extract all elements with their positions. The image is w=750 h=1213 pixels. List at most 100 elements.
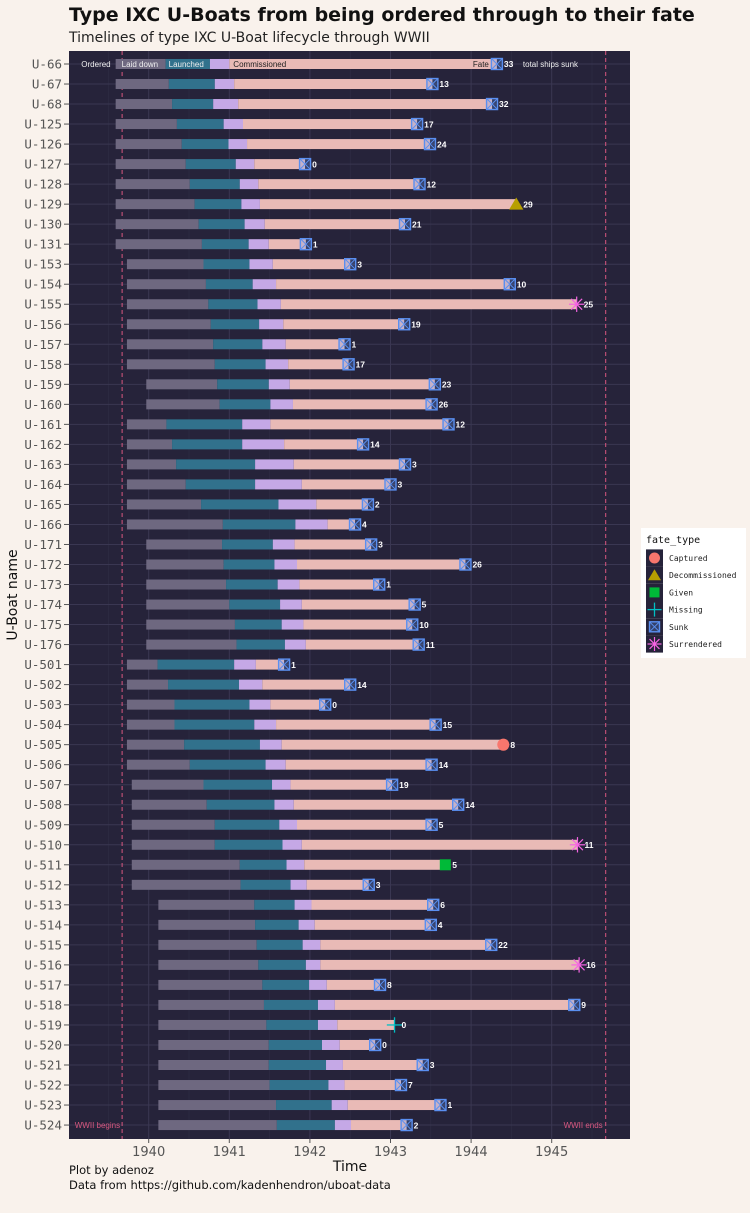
ships-sunk-label: 9: [581, 1000, 586, 1010]
boat-row: U-502 14: [24, 677, 367, 692]
commissioned-segment: [294, 539, 372, 550]
laid-down-segment: [269, 1080, 329, 1091]
sunk-cross-icon: [452, 798, 465, 811]
sunk-cross-icon: [278, 658, 290, 671]
sunk-cross-icon: [386, 778, 398, 791]
boat-row: U-172 26: [24, 557, 482, 572]
sunk-marker-icon: [299, 237, 313, 251]
boat-row: U-163 3: [24, 457, 417, 472]
boat-row: U-521 3: [24, 1058, 434, 1073]
ordered-segment: [146, 619, 235, 630]
sunk-cross-icon: [424, 919, 437, 931]
launched-segment: [214, 79, 235, 90]
laid-down-segment: [226, 579, 278, 590]
sunk-marker-icon: [373, 578, 386, 591]
launched-segment: [302, 939, 321, 950]
launched-segment: [317, 1019, 338, 1030]
ships-sunk-label: 3: [376, 880, 381, 890]
ordered-segment: [126, 759, 190, 770]
x-tick-label: 1945: [535, 1145, 568, 1160]
commissioned-segment: [292, 399, 432, 410]
given-square-icon: [649, 587, 660, 598]
sunk-cross-icon: [399, 218, 411, 231]
laid-down-segment: [168, 79, 215, 90]
commissioned-segment: [337, 1019, 395, 1030]
commissioned-segment: [301, 599, 415, 610]
laid-down-segment: [181, 139, 229, 150]
captured-marker-icon: [497, 738, 510, 751]
commissioned-segment: [243, 119, 418, 130]
ships-sunk-label: 1: [291, 660, 296, 670]
ships-sunk-label: 14: [439, 760, 449, 770]
ships-sunk-label: 14: [370, 440, 380, 450]
ordered-segment: [158, 979, 263, 990]
laid-down-segment: [174, 699, 250, 710]
sunk-cross-icon: [426, 78, 439, 90]
boat-row: U-508 14: [24, 797, 475, 812]
sunk-cross-icon: [503, 278, 516, 291]
y-tick-label: U-508: [24, 797, 62, 812]
laid-down-segment: [223, 559, 275, 570]
ordered-segment: [126, 259, 204, 270]
sunk-cross-icon: [300, 238, 312, 251]
ordered-segment: [126, 719, 175, 730]
boat-row: U-157 1: [24, 337, 356, 352]
launched-segment: [279, 819, 298, 830]
laid-down-segment: [201, 499, 279, 510]
sunk-cross-icon: [408, 598, 421, 611]
ships-sunk-label: 1: [313, 239, 318, 249]
sunk-cross-icon: [299, 158, 311, 170]
ships-sunk-label: 5: [439, 820, 444, 830]
sunk-marker-icon: [398, 458, 412, 471]
decommissioned-triangle-icon: [509, 197, 524, 210]
ships-sunk-label: 23: [442, 380, 452, 390]
caption-source: Data from https://github.com/kadenhendro…: [69, 1178, 391, 1192]
ships-sunk-label: 0: [332, 700, 337, 710]
launched-segment: [294, 899, 312, 910]
boat-row: U-510 11: [24, 837, 594, 853]
ordered-segment: [115, 219, 199, 230]
y-tick-label: U-128: [24, 177, 62, 192]
missing-marker-icon: [386, 1017, 403, 1033]
commissioned-segment: [347, 1100, 441, 1111]
boat-row: U-131 1: [24, 237, 318, 252]
boat-row: U-154 10: [24, 277, 526, 292]
launched-segment: [284, 639, 306, 650]
ships-sunk-label: 0: [402, 1020, 407, 1030]
ordered-segment: [126, 479, 186, 490]
captured-circle-icon: [649, 552, 660, 564]
sunk-marker-icon: [442, 418, 455, 431]
ships-sunk-label: 33: [504, 59, 514, 69]
ships-sunk-label: 5: [422, 600, 427, 610]
ships-sunk-label: 7: [408, 1080, 413, 1090]
launched-segment: [209, 59, 230, 69]
commissioned-segment: [268, 239, 306, 250]
launched-segment: [259, 319, 284, 330]
x-tick-label: 1942: [293, 1145, 326, 1160]
boat-row: U-128 12: [24, 177, 436, 192]
laid-down-segment: [208, 299, 258, 310]
commissioned-segment: [297, 559, 466, 570]
sunk-marker-icon: [368, 1038, 382, 1052]
commissioned-segment: [285, 759, 432, 770]
commissioned-segment: [334, 999, 575, 1010]
sunk-cross-icon: [319, 698, 332, 711]
y-tick-label: U-523: [24, 1098, 62, 1113]
y-tick-label: U-130: [24, 217, 62, 232]
ordered-segment: [158, 1039, 269, 1050]
ships-sunk-label: 0: [312, 159, 317, 169]
launched-segment: [277, 579, 300, 590]
boat-row: U-173 1: [24, 577, 391, 592]
sunk-cross-icon: [399, 458, 411, 471]
ships-sunk-label: 0: [382, 1040, 387, 1050]
decommissioned-marker-icon: [648, 569, 661, 581]
commissioned-segment: [285, 339, 345, 350]
sunk-cross-icon: [384, 478, 397, 491]
stage-label-launched: Launched: [169, 60, 204, 69]
surrendered-asterisk-icon: [570, 298, 583, 311]
boat-row: U-68 32: [32, 97, 509, 112]
launched-segment: [239, 179, 259, 190]
commissioned-segment: [303, 619, 413, 630]
y-tick-label: U-67: [32, 77, 62, 92]
ordered-segment: [146, 639, 237, 650]
